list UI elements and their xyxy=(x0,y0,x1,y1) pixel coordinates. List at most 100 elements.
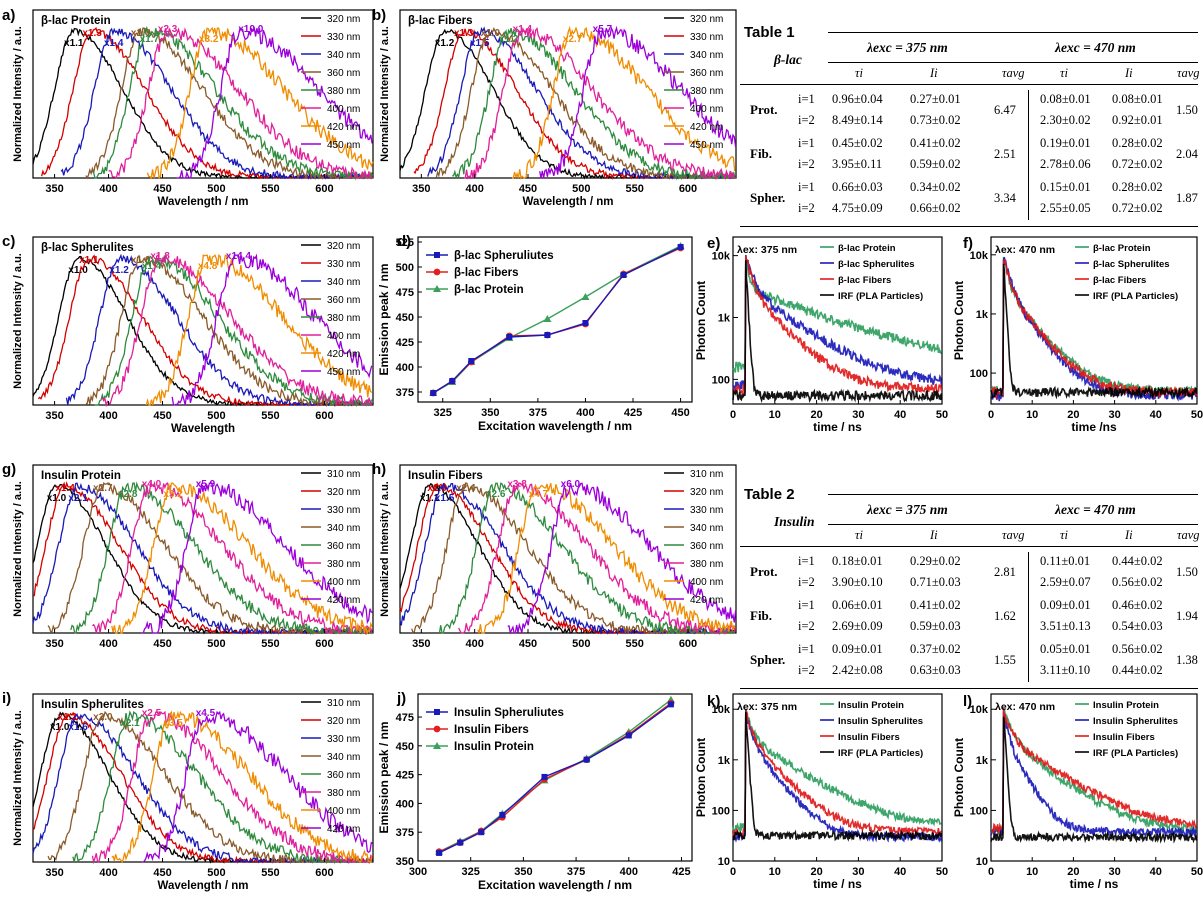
legend-entry: Insulin Spherulites xyxy=(1093,716,1178,727)
x-tick-label: 20 xyxy=(810,409,822,421)
spectrum-line xyxy=(100,252,373,408)
tau-375: 4.75±0.09 xyxy=(832,201,883,215)
x-tick-label: 450 xyxy=(519,638,537,650)
column-header: τavg xyxy=(1177,66,1200,80)
legend-entry: 340 nm xyxy=(327,50,360,61)
legend-entry: 330 nm xyxy=(327,734,360,745)
spectrum-line xyxy=(72,710,373,865)
legend-entry: 320 nm xyxy=(690,487,723,498)
data-point xyxy=(449,378,456,384)
avg-375: 3.34 xyxy=(994,191,1016,205)
legend-entry: 320 nm xyxy=(327,14,360,25)
x-tick-label: 450 xyxy=(153,867,171,879)
x-axis-label: time / ns xyxy=(1070,877,1119,891)
legend-entry: 320 nm xyxy=(690,14,723,25)
panel-letter: l) xyxy=(963,693,972,710)
legend-entry: 340 nm xyxy=(690,523,723,534)
y-tick-label: 450 xyxy=(396,741,414,753)
multiplier-label: x1.4 xyxy=(142,261,162,272)
multiplier-label: x1.2 xyxy=(58,712,78,723)
x-tick-label: 10 xyxy=(1026,866,1038,878)
multiplier-label: x1.3 xyxy=(454,28,474,39)
panel-title: β-lac Spherulites xyxy=(41,242,134,254)
x-tick-label: 10 xyxy=(769,409,781,421)
y-tick-label: 425 xyxy=(396,770,414,782)
spectrum-line xyxy=(399,482,736,636)
multiplier-label: x4.0 xyxy=(142,479,162,490)
legend-entry: 340 nm xyxy=(327,523,360,534)
x-tick-label: 50 xyxy=(1191,866,1203,878)
spectrum-line xyxy=(142,710,373,863)
avg-470: 1.38 xyxy=(1176,653,1198,667)
legend-entry: 400 nm xyxy=(690,104,723,115)
x-tick-label: 40 xyxy=(894,866,906,878)
data-point xyxy=(436,849,443,856)
intensity-470: 0.56±0.02 xyxy=(1112,642,1163,656)
multiplier-label: x1.0 xyxy=(427,483,447,494)
x-tick-label: 0 xyxy=(988,409,994,421)
data-point xyxy=(544,332,551,338)
row-index: i=1 xyxy=(798,92,815,106)
legend-entry: 450 nm xyxy=(690,140,723,151)
legend-entry: β-lac Protein xyxy=(1093,243,1151,254)
tau-375: 3.95±0.11 xyxy=(832,157,883,171)
multiplier-label: x1.4 xyxy=(104,38,124,49)
y-axis-label: Normalized Intensity / a.u. xyxy=(12,253,24,389)
x-tick-label: 40 xyxy=(1150,866,1162,878)
panel-title: Insulin Protein xyxy=(41,470,121,482)
legend-marker xyxy=(433,742,441,749)
table-rule-bottom xyxy=(740,226,1198,227)
table-rule-top xyxy=(828,494,1198,495)
y-tick-label: 100 xyxy=(970,805,988,817)
legend-entry: β-lac Fibers xyxy=(838,275,891,286)
spectrum-line xyxy=(32,712,373,864)
excitation-annotation: λex: 470 nm xyxy=(995,701,1055,713)
y-tick-label: 375 xyxy=(396,387,414,399)
spectrum-line xyxy=(70,481,373,636)
y-tick-label: 10 xyxy=(976,856,988,868)
panel-title: β-lac Protein xyxy=(41,15,111,27)
tau-470: 3.51±0.13 xyxy=(1040,619,1091,633)
x-tick-label: 500 xyxy=(572,183,590,195)
x-tick-label: 40 xyxy=(894,409,906,421)
legend-entry: 340 nm xyxy=(327,752,360,763)
x-tick-label: 600 xyxy=(315,638,333,650)
plot-frame xyxy=(732,693,943,862)
intensity-375: 0.71±0.03 xyxy=(910,575,961,589)
panel-title: β-lac Fibers xyxy=(408,15,473,27)
x-tick-label: 325 xyxy=(434,407,452,419)
multiplier-label: x1.1 xyxy=(64,38,84,49)
spectrum-line xyxy=(60,27,372,180)
x-axis-label: Wavelength xyxy=(171,423,235,435)
y-axis-label: Normalized Intensity / a.u. xyxy=(379,26,391,162)
intensity-375: 0.34±0.02 xyxy=(910,180,961,194)
column-header: τi xyxy=(1060,66,1068,80)
legend-entry: Insulin Spheruliutes xyxy=(454,707,564,719)
excitation-header: λexc = 470 nm xyxy=(1055,502,1136,517)
tau-375: 8.49±0.14 xyxy=(832,113,883,127)
x-tick-label: 350 xyxy=(412,638,430,650)
x-tick-label: 600 xyxy=(315,183,333,195)
spectrum-line xyxy=(477,483,736,634)
multiplier-label: x1.0 xyxy=(131,255,151,266)
x-tick-label: 400 xyxy=(99,410,117,422)
avg-470: 1.87 xyxy=(1176,191,1198,205)
multiplier-label: x1.2 xyxy=(499,34,519,45)
legend-entry: IRF (PLA Particles) xyxy=(1093,748,1178,759)
y-axis-label: Photon Count xyxy=(694,281,708,360)
legend-entry: IRF (PLA Particles) xyxy=(1093,291,1178,302)
data-point xyxy=(543,315,552,322)
multiplier-label: x2.7 xyxy=(93,483,113,494)
legend-entry: 340 nm xyxy=(690,50,723,61)
intensity-375: 0.41±0.02 xyxy=(910,136,961,150)
y-tick-label: 475 xyxy=(396,712,414,724)
x-axis-label: Excitation wavelength / nm xyxy=(478,878,632,892)
legend-entry: β-lac Protein xyxy=(454,284,524,296)
tau-470: 0.08±0.01 xyxy=(1040,92,1091,106)
y-tick-label: 10 xyxy=(718,856,730,868)
intensity-470: 0.46±0.02 xyxy=(1112,598,1163,612)
intensity-375: 0.37±0.02 xyxy=(910,642,961,656)
tau-470: 2.55±0.05 xyxy=(1040,201,1091,215)
legend-entry: 420 nm xyxy=(690,122,723,133)
tau-375: 3.90±0.10 xyxy=(832,575,883,589)
